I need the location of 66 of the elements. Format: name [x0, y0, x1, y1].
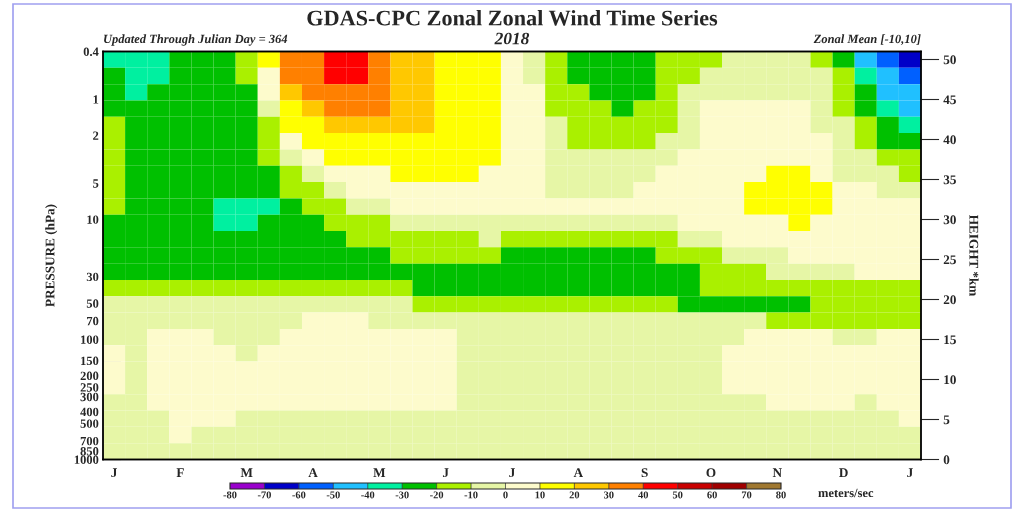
color-bar-label: -50 — [326, 491, 340, 499]
x-tick-label: M — [373, 468, 386, 477]
y-tick-label: 10 — [87, 215, 99, 224]
x-tick-label: S — [641, 468, 648, 478]
x-tick-label: N — [772, 468, 782, 477]
x-tick-label: F — [176, 468, 184, 477]
color-bar-label: 60 — [707, 491, 717, 499]
y2-tick-label: 5 — [943, 415, 950, 425]
color-bar-label: 30 — [604, 491, 614, 499]
chart-title: GDAS-CPC Zonal Zonal Wind Time Series — [307, 9, 718, 26]
x-tick-label: J — [509, 468, 515, 478]
y-tick-label: 400 — [80, 407, 99, 417]
x-tick-label: O — [706, 468, 716, 478]
y-tick-label: 5 — [93, 179, 99, 188]
y-tick-label: 700 — [80, 436, 99, 446]
color-bar-label: -60 — [292, 491, 306, 499]
x-tick-label: D — [839, 468, 848, 478]
color-bar-label: 50 — [672, 491, 683, 499]
x-tick-label: A — [308, 468, 318, 477]
y-tick-label: 2 — [93, 131, 99, 140]
y2-tick-label: 50 — [943, 55, 956, 65]
y-tick-label: 70 — [87, 316, 99, 326]
color-bar-label: 70 — [741, 491, 752, 499]
y-tick-label: 300 — [80, 392, 99, 402]
x-tick-label: J — [442, 468, 449, 478]
y-tick-label: 0.4 — [83, 47, 99, 57]
color-bar-label: -80 — [223, 491, 237, 499]
chart-subtitle: 2018 — [494, 32, 530, 45]
y2-tick-label: 40 — [943, 135, 956, 145]
color-bar-title: meters/sec — [818, 488, 874, 498]
color-bar-label: 40 — [638, 491, 649, 499]
y2-tick-label: 30 — [943, 215, 956, 225]
y2-tick-label: 35 — [943, 175, 956, 185]
y-tick-label: 1 — [93, 95, 99, 104]
color-bar-label: -30 — [395, 491, 409, 499]
y2-tick-label: 20 — [943, 295, 956, 305]
color-bar-label: 10 — [535, 491, 545, 499]
y2-tick-label: 10 — [944, 375, 956, 385]
x-tick-label: J — [907, 468, 913, 478]
color-bar-label: -20 — [430, 491, 444, 499]
x-tick-label: M — [240, 468, 253, 477]
y-tick-label: 250 — [80, 383, 99, 392]
text: Zonal Mean [-10,10] — [813, 34, 921, 45]
y2-tick-label: 15 — [944, 335, 956, 345]
color-bar-label: -40 — [361, 491, 375, 499]
y2-axis-title: HEIGHT *km — [969, 214, 979, 297]
y-tick-label: 100 — [81, 335, 99, 344]
y-axis-title: PRESSURE (hPa) — [45, 204, 58, 307]
y2-tick-label: 25 — [943, 255, 956, 265]
y-tick-label: 50 — [86, 299, 99, 308]
y-tick-label: 30 — [86, 272, 99, 282]
color-bar-label: 20 — [569, 491, 580, 499]
y-tick-label: 1000 — [74, 455, 99, 464]
color-bar-label: -70 — [257, 491, 271, 499]
y-tick-label: 850 — [80, 447, 99, 456]
x-tick-label: A — [573, 468, 583, 477]
y-tick-label: 200 — [80, 371, 99, 381]
color-bar-label: -10 — [464, 491, 478, 499]
y2-tick-label: 45 — [943, 95, 956, 105]
x-tick-label: J — [111, 468, 117, 478]
color-bar-label: 80 — [776, 491, 786, 499]
y2-tick-label: 0 — [943, 455, 950, 465]
y-tick-label: 150 — [81, 356, 99, 366]
color-bar-label: 0 — [503, 491, 508, 499]
text: Updated Through Julian Day = 364 — [104, 34, 288, 46]
y-tick-label: 500 — [80, 419, 99, 428]
